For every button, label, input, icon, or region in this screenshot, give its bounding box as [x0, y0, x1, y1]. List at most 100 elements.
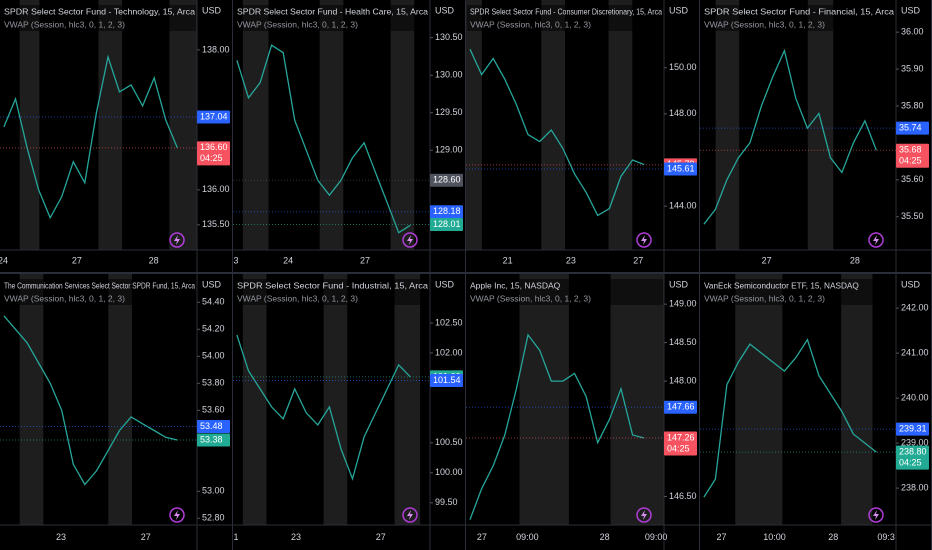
y-tick-label: 35.50: [901, 211, 924, 221]
chart-panel[interactable]: 54.40 54.20 54.00 53.80 53.60 53.00 52.80 USD 23…: [0, 274, 234, 550]
x-tick-label: 09:00: [516, 532, 539, 542]
y-tick-label: 148.50: [669, 337, 697, 347]
session-shade: [242, 0, 269, 250]
countdown: 04:25: [899, 156, 922, 166]
price-badge: [896, 422, 929, 436]
indicator-label: VWAP (Session, hlc3, 0, 1, 2, 3): [470, 19, 591, 29]
y-tick-label: 130.50: [435, 32, 463, 42]
y-tick-label: 146.50: [669, 491, 697, 501]
alert-icon-bolt: [873, 510, 879, 520]
session-shade: [242, 274, 267, 525]
session-shade: [19, 0, 40, 250]
x-tick-label: 27: [360, 255, 370, 265]
price-line: [703, 48, 878, 225]
x-tick-label: 23: [291, 532, 301, 542]
chart-panel[interactable]: 150.00148.00144.00USD212327145.79145.61S…: [466, 0, 701, 272]
price-badge: [430, 205, 463, 219]
x-tick-label: 24: [283, 255, 293, 265]
price-line: [3, 315, 178, 486]
price-badge-label: 101.54: [433, 375, 461, 385]
title-bg: [234, 279, 429, 305]
session-shade: [807, 0, 834, 250]
indicator-label: VWAP (Session, hlc3, 0, 1, 2, 3): [237, 293, 358, 303]
panel-bg: [700, 274, 932, 550]
x-tick-label: 27: [376, 532, 386, 542]
chart-panel[interactable]: 130.50 130.00 129.50 129.00 USD 3 24 27 128.60 12…: [233, 0, 467, 272]
price-badge: [430, 218, 463, 231]
x-tick-label: 28: [828, 532, 838, 542]
x-tick-label: 10:00: [763, 532, 786, 542]
session-shade: [735, 274, 783, 525]
indicator-label: VWAP (Session, hlc3, 0, 1, 2, 3): [470, 293, 591, 303]
y-tick-label: 242.00: [901, 303, 929, 313]
price-badge-label: 137.04: [200, 111, 228, 121]
y-tick-label: 54.40: [202, 297, 225, 307]
indicator-label: VWAP (Session, hlc3, 0, 1, 2, 3): [237, 19, 358, 29]
x-tick-label: 09:00: [645, 532, 668, 542]
x-tick-label: 27: [141, 532, 151, 542]
chart-panel[interactable]: 36.00 35.90 35.80 35.60 35.50 USD 27 28 35.74 35.…: [700, 0, 932, 272]
y-tick-label: 129.00: [435, 145, 463, 155]
price-badge: [430, 173, 463, 187]
currency: USD: [435, 5, 455, 15]
y-tick-label: 54.00: [202, 351, 225, 361]
y-tick-label: 238.00: [901, 482, 929, 492]
chart-panel[interactable]: 242.00 241.00 240.00 239.00 238.00 USD 27 10:00…: [700, 274, 932, 550]
y-tick-label: 99.50: [435, 497, 458, 507]
price-badge: [430, 374, 463, 388]
alert-icon-bolt: [407, 235, 413, 245]
y-tick-label: 240.00: [901, 393, 929, 403]
session-shade: [323, 274, 348, 525]
price-badge-label: 136.60: [200, 142, 228, 152]
y-tick-label: 149.00: [669, 299, 697, 309]
y-tick-label: 53.60: [202, 405, 225, 415]
y-tick-label: 54.20: [202, 324, 225, 334]
chart-title: Apple Inc, 15, NASDAQ: [470, 280, 561, 290]
session-shade: [19, 274, 44, 525]
alert-icon[interactable]: [868, 232, 884, 248]
alert-icon[interactable]: [169, 232, 185, 248]
y-tick-label: 241.00: [901, 348, 929, 358]
alert-icon[interactable]: [636, 232, 652, 248]
x-tick-label: 27: [633, 255, 643, 265]
price-badge: [664, 431, 697, 456]
chart-title: VanEck Semiconductor ETF, 15, NASDAQ: [704, 280, 859, 290]
price-badge-label: 35.74: [899, 123, 922, 133]
alert-icon[interactable]: [868, 507, 884, 523]
indicator-label: VWAP (Session, hlc3, 0, 1, 2, 3): [4, 19, 125, 29]
x-tick-label: 28: [149, 255, 159, 265]
panel-bg: [233, 274, 466, 550]
alert-icon-bolt: [873, 235, 879, 245]
currency: USD: [901, 279, 921, 289]
price-badge-label: 238.80: [899, 446, 927, 456]
price-badge: [896, 121, 929, 135]
chart-panel[interactable]: 149.00 148.50 148.00 146.50 USD 27 09:00 28 09:0…: [466, 274, 701, 550]
y-tick-label: 138.00: [202, 44, 230, 54]
alert-icon[interactable]: [402, 232, 418, 248]
session-shade: [98, 0, 123, 250]
price-line: [236, 334, 411, 481]
currency: USD: [669, 279, 689, 289]
price-badge: [664, 162, 697, 176]
chart-panel[interactable]: 138.00 136.00 135.50 USD 24 27 28 137.04 136.600…: [0, 0, 234, 272]
y-tick-label: 102.50: [435, 317, 463, 327]
chart-title: SPDR Select Sector Fund - Industrial, 15…: [237, 280, 428, 290]
chart-title: The Communication Services Select Sector…: [4, 280, 195, 290]
title-bg: [1, 279, 196, 305]
x-tick-label: 23: [56, 532, 66, 542]
indicator-label: VWAP (Session, hlc3, 0, 1, 2, 3): [704, 19, 825, 29]
price-badge-label: 239.31: [899, 424, 927, 434]
session-shade: [169, 0, 197, 250]
alert-icon[interactable]: [636, 507, 652, 523]
currency: USD: [202, 279, 222, 289]
y-tick-label: 52.80: [202, 513, 225, 523]
alert-icon[interactable]: [169, 507, 185, 523]
x-tick-label: 27: [72, 255, 82, 265]
indicator-label: VWAP (Session, hlc3, 0, 1, 2, 3): [704, 293, 825, 303]
alert-icon[interactable]: [402, 507, 418, 523]
chart-panel[interactable]: 102.50 102.00 100.50 100.00 99.50 USD 1 23 27 101…: [233, 274, 467, 550]
session-shade: [466, 0, 482, 250]
currency: USD: [901, 5, 921, 15]
price-line: [703, 338, 877, 498]
